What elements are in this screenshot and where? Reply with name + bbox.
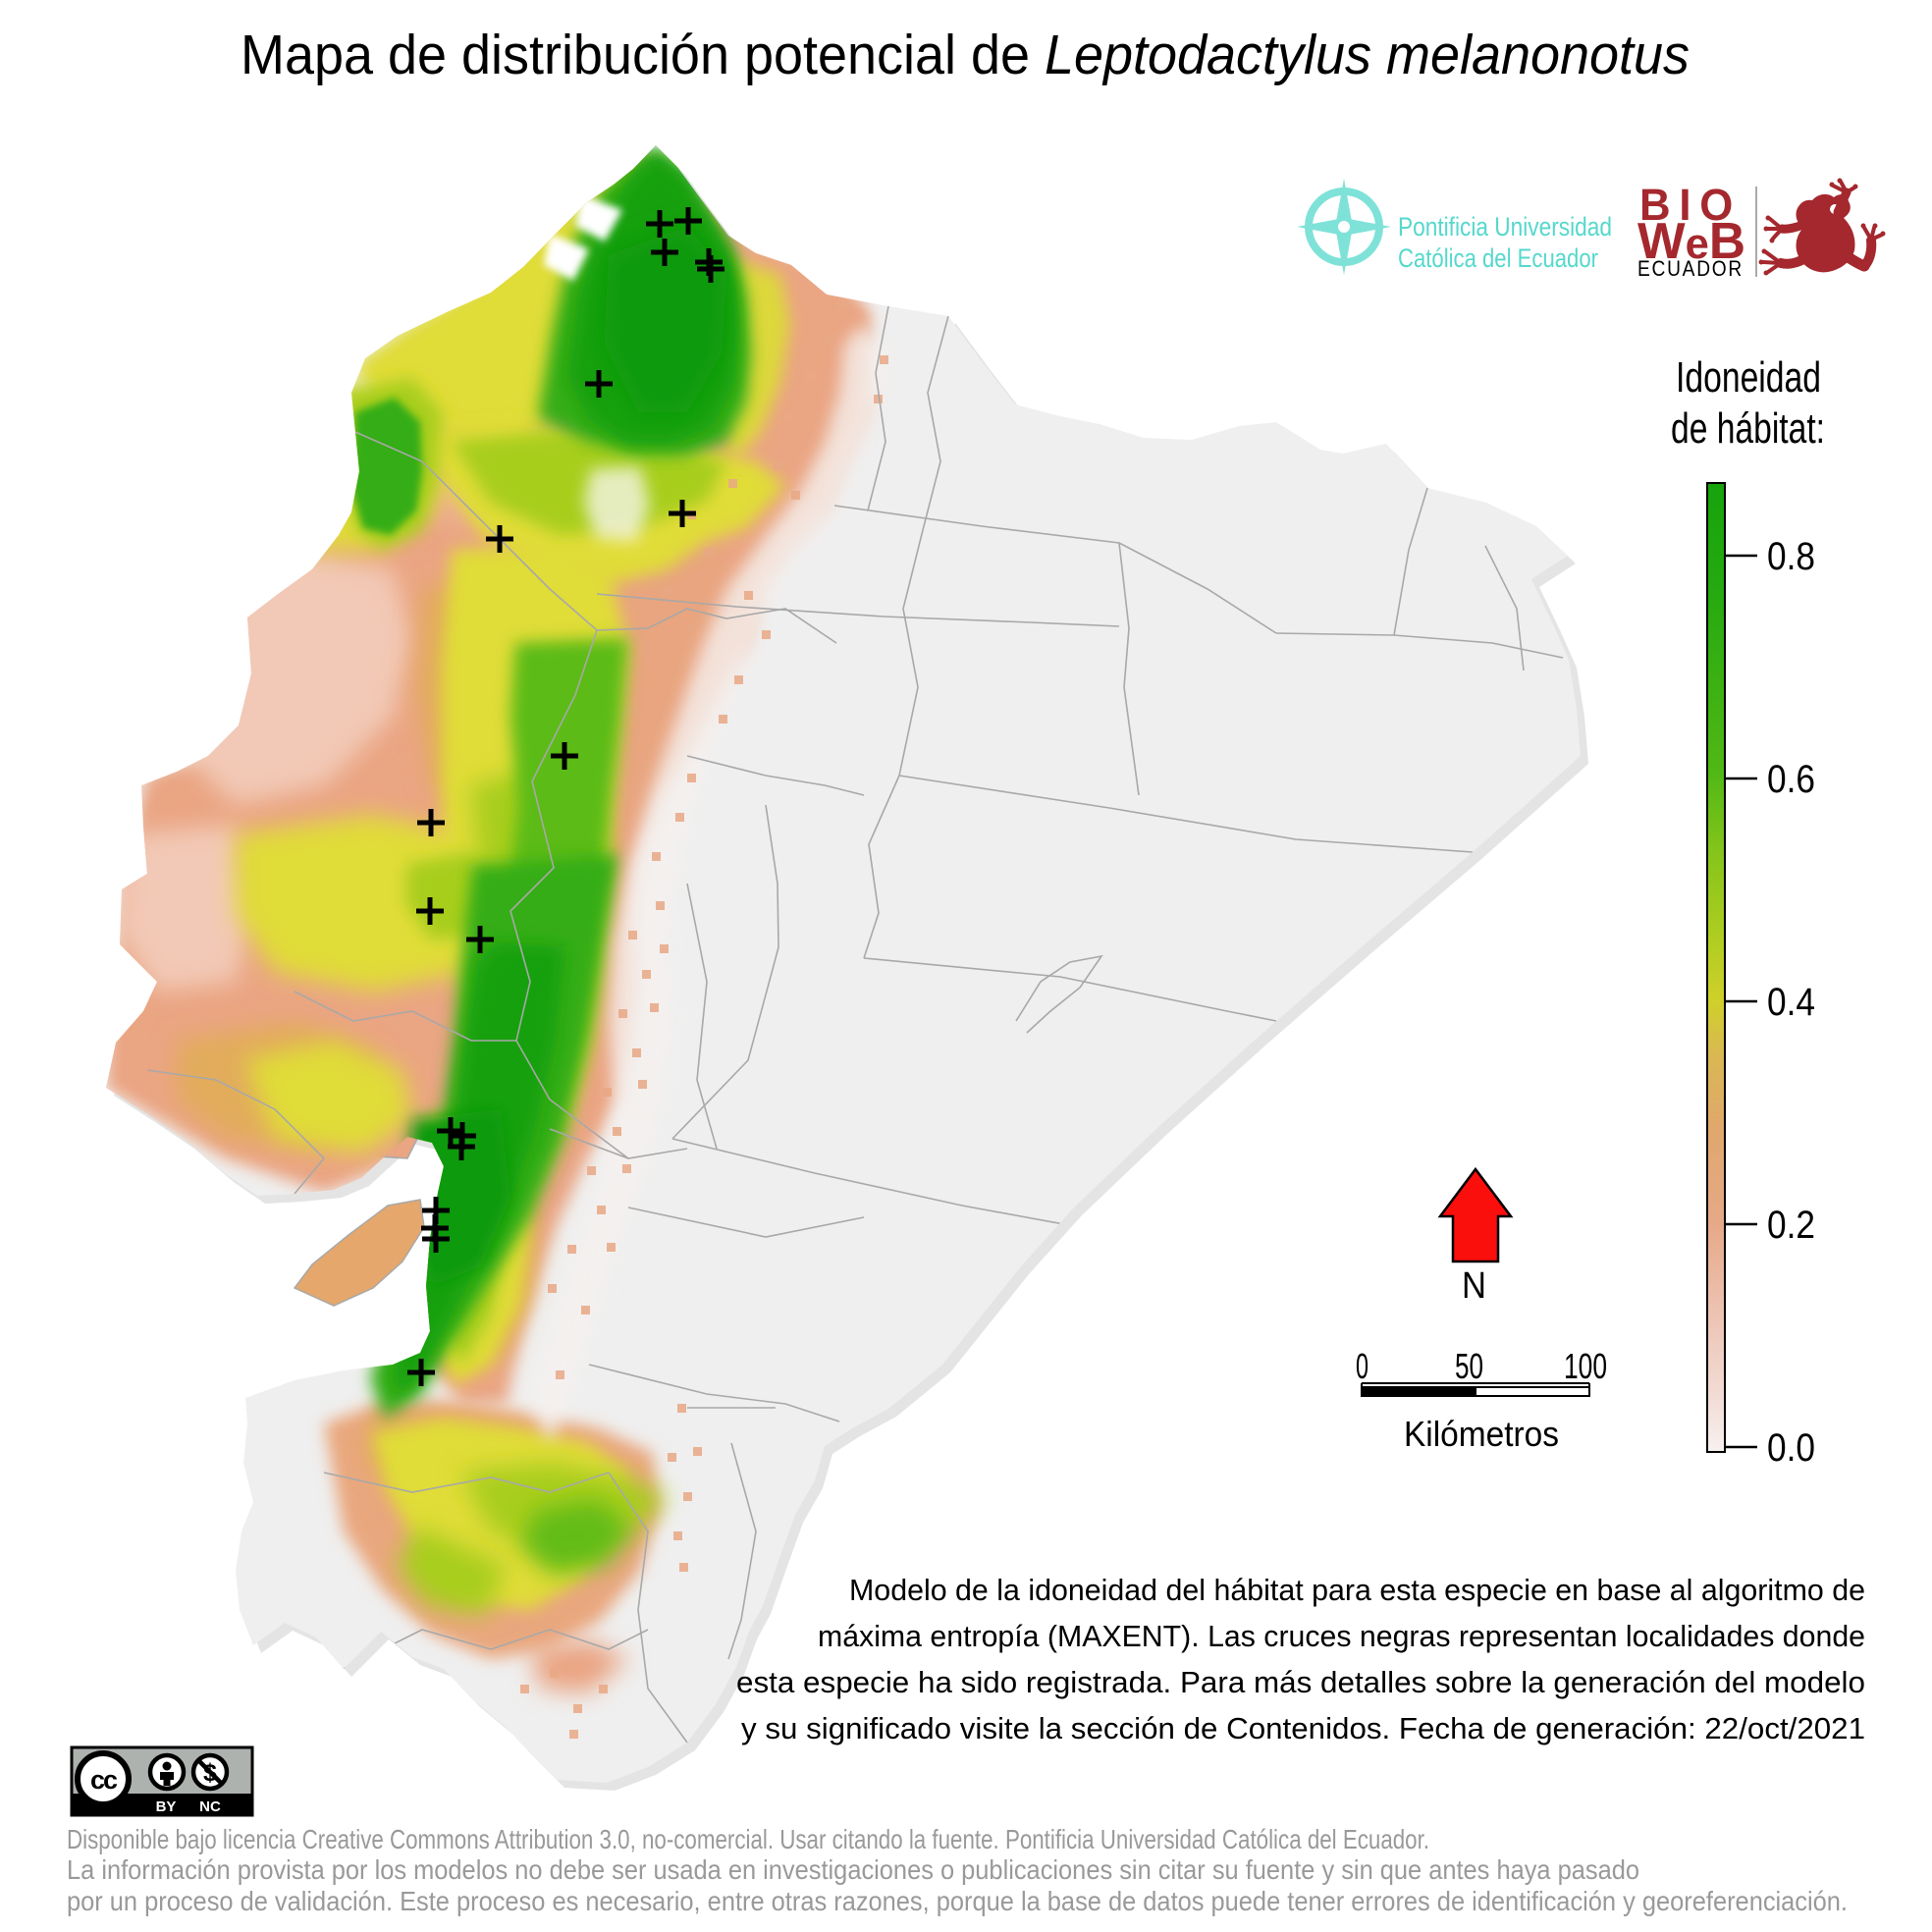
svg-text:esta especie ha sido registrad: esta especie ha sido registrada. Para má… bbox=[736, 1665, 1865, 1699]
svg-text:y su significado visite la sec: y su significado visite la sección de Co… bbox=[741, 1711, 1865, 1745]
svg-text:WeB: WeB bbox=[1637, 213, 1745, 270]
svg-text:Idoneidad: Idoneidad bbox=[1676, 353, 1821, 402]
svg-text:0.4: 0.4 bbox=[1767, 981, 1815, 1024]
svg-text:0.6: 0.6 bbox=[1767, 758, 1815, 801]
svg-text:BIO: BIO bbox=[1639, 180, 1742, 230]
svg-text:NC: NC bbox=[199, 1798, 221, 1815]
svg-text:N: N bbox=[1462, 1265, 1486, 1307]
svg-text:100: 100 bbox=[1564, 1346, 1607, 1386]
svg-text:por un proceso de validación.: por un proceso de validación. Este proce… bbox=[67, 1886, 1848, 1916]
svg-text:0.2: 0.2 bbox=[1767, 1204, 1815, 1247]
svg-text:Disponible bajo licencia Creat: Disponible bajo licencia Creative Common… bbox=[67, 1824, 1429, 1854]
svg-text:0.0: 0.0 bbox=[1767, 1426, 1815, 1470]
svg-text:Modelo de la idoneidad del háb: Modelo de la idoneidad del hábitat para … bbox=[849, 1573, 1865, 1607]
svg-text:Mapa de distribución potencial: Mapa de distribución potencial de Leptod… bbox=[241, 24, 1690, 86]
svg-text:BY: BY bbox=[156, 1798, 177, 1815]
svg-text:0.8: 0.8 bbox=[1767, 535, 1815, 578]
svg-text:La información provista por lo: La información provista por los modelos … bbox=[67, 1854, 1639, 1885]
svg-text:50: 50 bbox=[1455, 1346, 1483, 1386]
svg-text:Kilómetros: Kilómetros bbox=[1404, 1414, 1559, 1454]
svg-text:Católica del Ecuador: Católica del Ecuador bbox=[1398, 243, 1598, 273]
svg-text:Pontificia Universidad: Pontificia Universidad bbox=[1398, 212, 1612, 242]
svg-text:máxima entropía (MAXENT). Las: máxima entropía (MAXENT). Las cruces neg… bbox=[818, 1619, 1865, 1653]
svg-text:ECUADOR: ECUADOR bbox=[1637, 256, 1744, 281]
svg-text:0: 0 bbox=[1356, 1346, 1368, 1386]
svg-text:de hábitat:: de hábitat: bbox=[1671, 404, 1825, 453]
svg-text:cc: cc bbox=[90, 1765, 118, 1795]
